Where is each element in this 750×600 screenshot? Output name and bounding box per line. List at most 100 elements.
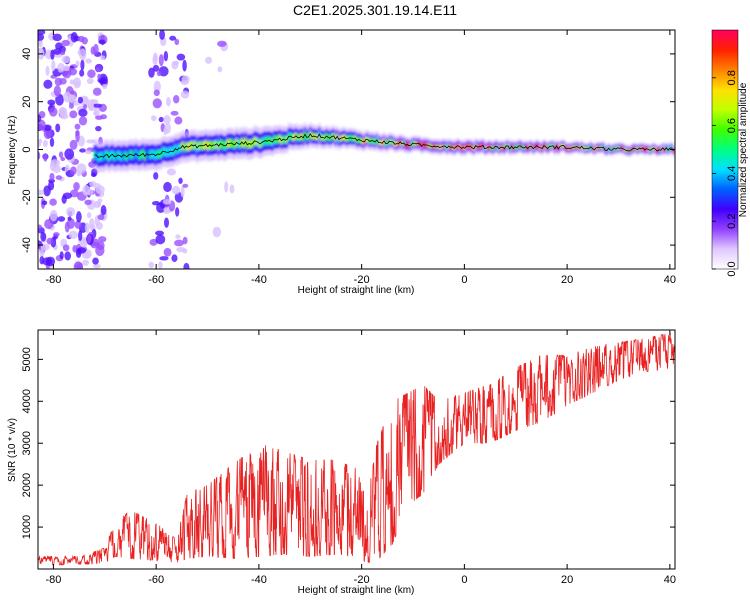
spectrogram-noise-cell	[172, 94, 180, 104]
spectrogram-noise-cell	[183, 262, 190, 269]
spectrogram-noise-cell	[171, 60, 179, 70]
x-tick-label: -80	[45, 274, 61, 286]
x-tick-label: 0	[461, 574, 467, 586]
spectrogram-noise-cell	[93, 43, 99, 55]
colorbar-tick-label: 0.2	[726, 214, 738, 229]
colorbar-tick-label: 0.6	[726, 118, 738, 133]
spectrogram-noise-cell	[178, 177, 183, 184]
spectrogram-noise-cell	[92, 257, 99, 265]
spectrogram-noise-cell	[78, 35, 85, 43]
spectrogram-noise-cell	[44, 218, 54, 230]
spectrogram-noise-cell	[79, 239, 88, 248]
spectrogram-noise-cell	[52, 33, 62, 42]
x-tick-label: 0	[461, 274, 467, 286]
spectrogram-noise-cell	[86, 188, 94, 196]
spectrogram-noise-cell	[76, 163, 87, 174]
y-tick-label: 1000	[21, 515, 33, 539]
spectrogram-noise-cell	[79, 69, 85, 77]
spectrogram-noise-cell	[38, 119, 46, 131]
spectrogram-noise-cell	[155, 230, 165, 236]
spectrogram-noise-cell	[152, 98, 162, 109]
spectrogram-noise-cell	[46, 237, 54, 245]
colorbar: 0.0 0.2 0.4 0.6 0.8 Normalized spectral ampl…	[711, 29, 749, 277]
spectrogram-noise-cell	[77, 96, 84, 104]
spectrogram-noise-cell	[67, 216, 72, 221]
spectrogram-noise-cell	[78, 230, 83, 242]
spectrogram-noise-cell	[64, 251, 71, 261]
spectrogram-noise-cell	[38, 114, 42, 123]
spectrogram-noise-cell	[159, 256, 169, 261]
colorbar-tick-label: 0.8	[726, 70, 738, 85]
spectrogram-noise-cell	[155, 234, 166, 245]
colorbar-ticks: 0.0 0.2 0.4 0.6 0.8	[712, 70, 738, 277]
colorbar-tick-label: 0.0	[726, 261, 738, 276]
spectrogram-noise-cell	[47, 99, 56, 106]
spectrogram-noise-cell	[55, 93, 64, 106]
spectrogram-noise-cell	[91, 172, 97, 177]
spectrogram-noise-cell	[50, 159, 61, 168]
spectrogram-noise-cell	[78, 108, 88, 117]
spectrogram-noise-cell	[55, 42, 63, 50]
y-tick-label: 2000	[21, 473, 33, 497]
spectrogram-noise-cell	[82, 259, 90, 266]
spectrogram-blobs	[38, 30, 235, 269]
spectrogram-center-trace	[94, 133, 674, 159]
spectrogram-noise-cell	[152, 64, 160, 72]
spectrogram-noise-cell	[69, 79, 75, 85]
spectrogram-noise-cell	[48, 180, 55, 191]
spectrogram-noise-cell	[49, 107, 58, 117]
spectrogram-noise-cell	[75, 60, 80, 67]
spectrogram-noise-cell	[60, 113, 69, 120]
spectrogram-noise-cell	[158, 261, 163, 269]
spectrogram-noise-cell	[85, 150, 92, 155]
spectrogram-noise-cell	[95, 185, 105, 195]
spectrogram-noise-cell	[73, 182, 80, 191]
spectrogram-noise-cell	[55, 123, 61, 133]
spectrogram-noise-cell	[162, 199, 172, 205]
spectrogram-noise-cell	[102, 83, 108, 90]
spectrogram-noise-cell	[159, 30, 166, 40]
spectrogram-noise-cell	[64, 148, 75, 160]
spectrogram-noise-cell	[86, 212, 92, 219]
spectrogram-noise-cell	[61, 195, 67, 204]
spectrogram-noise-cell	[86, 139, 96, 144]
spectrogram-noise-cell	[69, 110, 78, 119]
spectrogram-noise-cell	[212, 226, 222, 238]
spectrogram-noise-cell	[182, 248, 188, 254]
x-tick-label: 20	[561, 574, 573, 586]
spectrogram-noise-cell	[67, 94, 77, 104]
spectrogram-noise-cell	[68, 102, 74, 109]
spectrogram-noise-cell	[156, 202, 165, 214]
snr-x-ticks: -80 -60 -40 -20 0 20 40	[45, 330, 676, 586]
spectrogram-noise-cell	[79, 148, 86, 153]
spectrogram-noise-cell	[57, 62, 65, 73]
snr-panel: -80 -60 -40 -20 0 20 40 1000 2000 3000 4000 5000 H…	[7, 329, 676, 596]
spectrogram-noise-cell	[76, 211, 82, 223]
spectrogram-noise-cell	[92, 103, 103, 108]
spectrogram-noise-cell	[42, 257, 52, 266]
spectrogram-noise-cell	[70, 166, 77, 175]
spectrogram-noise-cell	[89, 218, 95, 230]
spectrogram-noise-cell	[66, 207, 76, 217]
spectrogram-noise-cell	[94, 106, 100, 119]
x-tick-label: -40	[251, 574, 267, 586]
spectrogram-noise-cell	[52, 232, 60, 237]
spectrogram-noise-cell	[166, 96, 171, 107]
spectrogram-noise-cell	[49, 209, 58, 222]
spectrogram-noise-cell	[38, 189, 45, 196]
spectrogram-noise-cell	[60, 156, 66, 162]
spectrogram-noise-cell	[74, 220, 82, 229]
spectrogram-noise-cell	[61, 55, 71, 64]
spectrogram-panel: -80 -60 -40 -20 0 20 40 -40 -20 0 20 40 Height of …	[7, 29, 676, 296]
spectrogram-noise-cell	[97, 73, 102, 80]
spectrogram-noise-cell	[87, 69, 96, 79]
spectrogram-noise-cell	[163, 114, 171, 125]
x-tick-label: -80	[45, 574, 61, 586]
spectrogram-noise-cell	[84, 199, 92, 206]
spectrogram-noise-cell	[85, 58, 92, 64]
spectrogram-noise-cell	[148, 261, 155, 269]
spectrogram-noise-cell	[170, 110, 179, 116]
spectrogram-noise-cell	[224, 181, 229, 193]
spectrogram-noise-cell	[174, 239, 184, 247]
spectrogram-noise-cell	[153, 80, 161, 93]
